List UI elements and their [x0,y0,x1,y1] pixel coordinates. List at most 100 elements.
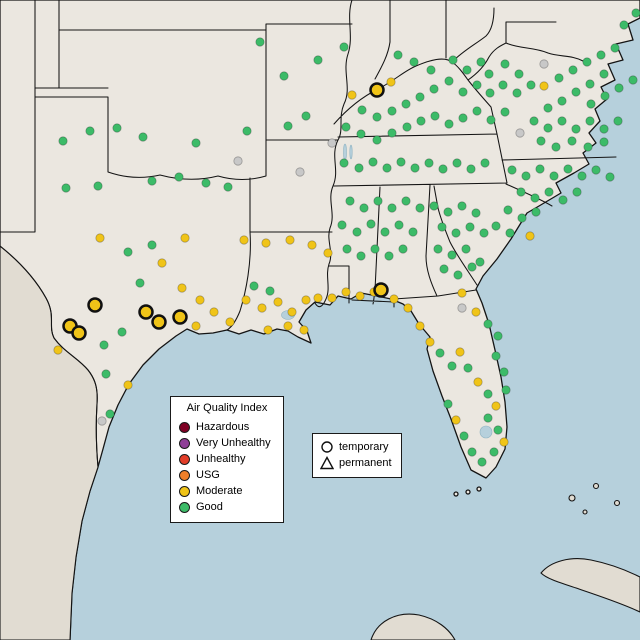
monitor-dot[interactable] [484,69,494,79]
monitor-dot[interactable] [201,178,211,188]
monitor-dot[interactable] [458,113,468,123]
monitor-dot[interactable] [174,172,184,182]
monitor-dot[interactable] [112,123,122,133]
monitor-dot[interactable] [529,116,539,126]
monitor-dot[interactable] [424,158,434,168]
monitor-dot[interactable] [471,208,481,218]
monitor-dot[interactable] [345,196,355,206]
monitor-dot[interactable] [337,220,347,230]
monitor-dot[interactable] [382,163,392,173]
monitor-dot[interactable] [514,69,524,79]
monitor-dot[interactable] [539,81,549,91]
monitor-dot[interactable] [491,401,501,411]
monitor-dot[interactable] [585,116,595,126]
monitor-dot[interactable] [61,183,71,193]
monitor-dot[interactable] [123,380,133,390]
monitor-dot[interactable] [461,244,471,254]
monitor-dot[interactable] [631,8,640,18]
monitor-dot[interactable] [147,240,157,250]
monitor-dot[interactable] [543,123,553,133]
monitor-dot[interactable] [177,283,187,293]
monitor-dot[interactable] [457,288,467,298]
monitor-dot[interactable] [525,231,535,241]
monitor-dot[interactable] [416,116,426,126]
monitor-dot[interactable] [283,121,293,131]
monitor-dot[interactable] [596,50,606,60]
monitor-dot[interactable] [605,172,615,182]
monitor-dot[interactable] [451,228,461,238]
monitor-dot[interactable] [373,196,383,206]
monitor-dot[interactable] [356,129,366,139]
monitor-dot[interactable] [543,103,553,113]
monitor-dot[interactable] [599,69,609,79]
monitor-dot[interactable] [438,164,448,174]
monitor-dot[interactable] [95,233,105,243]
monitor-dot[interactable] [401,99,411,109]
monitor-dot[interactable] [463,363,473,373]
monitor-dot[interactable] [323,248,333,258]
monitor-dot[interactable] [493,425,503,435]
monitor-dot[interactable] [628,75,638,85]
monitor-dot[interactable] [480,158,490,168]
monitor-dot[interactable] [359,203,369,213]
monitor-dot[interactable] [448,55,458,65]
monitor-dot[interactable] [585,79,595,89]
monitor-dot[interactable] [398,244,408,254]
monitor-dot[interactable] [503,205,513,215]
monitor-dot[interactable] [147,176,157,186]
monitor-dot[interactable] [613,116,623,126]
monitor-dot[interactable] [485,88,495,98]
monitor-dot[interactable] [599,124,609,134]
monitor-dot[interactable] [515,128,525,138]
monitor-dot[interactable] [491,221,501,231]
monitor-dot[interactable] [493,331,503,341]
monitor-dot[interactable] [85,126,95,136]
monitor-dot[interactable] [500,59,510,69]
monitor-dot[interactable] [105,409,115,419]
monitor-dot[interactable] [342,244,352,254]
monitor-dot[interactable] [180,233,190,243]
monitor-dot[interactable] [483,319,493,329]
monitor-dot[interactable] [225,317,235,327]
temporary-monitor-marker[interactable] [172,309,188,325]
monitor-dot[interactable] [544,187,554,197]
monitor-dot[interactable] [452,158,462,168]
monitor-dot[interactable] [283,321,293,331]
monitor-dot[interactable] [535,164,545,174]
monitor-dot[interactable] [97,416,107,426]
monitor-dot[interactable] [409,57,419,67]
monitor-dot[interactable] [499,367,509,377]
monitor-dot[interactable] [429,201,439,211]
monitor-dot[interactable] [352,227,362,237]
monitor-dot[interactable] [437,222,447,232]
monitor-dot[interactable] [249,281,259,291]
monitor-dot[interactable] [341,287,351,297]
monitor-dot[interactable] [453,270,463,280]
monitor-dot[interactable] [500,107,510,117]
monitor-dot[interactable] [209,307,219,317]
monitor-dot[interactable] [507,165,517,175]
monitor-dot[interactable] [233,156,243,166]
monitor-dot[interactable] [307,240,317,250]
monitor-dot[interactable] [239,235,249,245]
monitor-dot[interactable] [517,213,527,223]
monitor-dot[interactable] [516,187,526,197]
monitor-dot[interactable] [479,228,489,238]
monitor-dot[interactable] [457,201,467,211]
temporary-monitor-marker[interactable] [138,304,154,320]
monitor-dot[interactable] [58,136,68,146]
monitor-dot[interactable] [261,238,271,248]
monitor-dot[interactable] [241,295,251,305]
monitor-dot[interactable] [443,207,453,217]
monitor-dot[interactable] [301,295,311,305]
monitor-dot[interactable] [586,99,596,109]
temporary-monitor-marker[interactable] [87,297,103,313]
monitor-dot[interactable] [372,112,382,122]
monitor-dot[interactable] [263,325,273,335]
monitor-dot[interactable] [99,340,109,350]
monitor-dot[interactable] [93,181,103,191]
monitor-dot[interactable] [472,106,482,116]
monitor-dot[interactable] [614,83,624,93]
monitor-dot[interactable] [393,50,403,60]
monitor-dot[interactable] [138,132,148,142]
